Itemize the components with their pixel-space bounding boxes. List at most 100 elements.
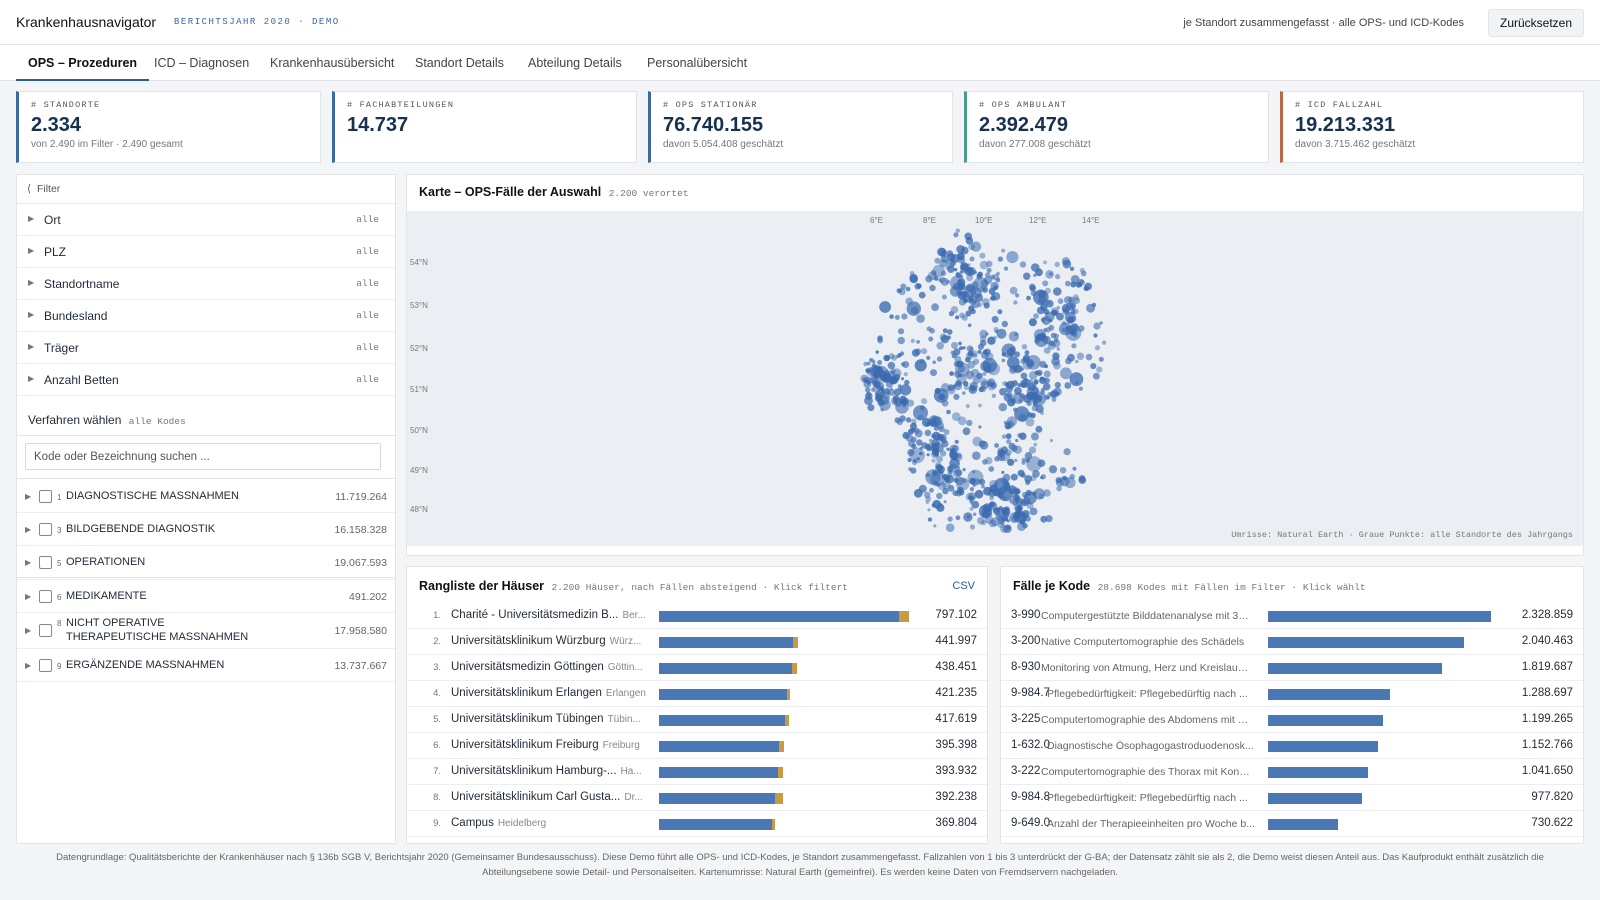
caret-right-icon[interactable]: ▶: [25, 558, 32, 567]
code-cases: 730.622: [1531, 817, 1573, 829]
map-point: [977, 517, 985, 525]
map-point: [1006, 439, 1012, 445]
category-checkbox[interactable]: [39, 624, 52, 637]
ranking-row[interactable]: 2. Universitätsklinikum Würzburg Würz... 44…: [407, 629, 987, 655]
code-row[interactable]: 9-649.0 Anzahl der Therapieeinheiten pro …: [1001, 811, 1583, 837]
map-point: [1044, 287, 1051, 294]
map-point: [926, 355, 931, 360]
tab-abteilung-details[interactable]: Abteilung Details: [528, 56, 622, 70]
caret-right-icon[interactable]: ▶: [25, 661, 32, 670]
caret-right-icon[interactable]: ▶: [25, 626, 32, 635]
map-point: [1048, 465, 1058, 474]
map-point: [913, 458, 917, 463]
caret-right-icon[interactable]: ▶: [25, 592, 32, 601]
ranking-row[interactable]: 8. Universitätsklinikum Carl Gusta... Dr..…: [407, 785, 987, 811]
map-point: [1052, 339, 1061, 348]
ranking-row[interactable]: 5. Universitätsklinikum Tübingen Tübin... 4…: [407, 707, 987, 733]
procedures-title-label: Verfahren wählen: [28, 413, 122, 427]
code-row[interactable]: 3-225 Computertomographie des Abdomens mi…: [1001, 707, 1583, 733]
tab-standort-details[interactable]: Standort Details: [415, 56, 504, 70]
map-point: [1046, 299, 1054, 308]
map-canvas[interactable]: 6°E 8°E 10°E 12°E 14°E 54°N 53°N 52°N 51…: [407, 211, 1583, 546]
map-point: [884, 396, 888, 400]
map-point: [925, 275, 933, 283]
code-bar: [1268, 663, 1442, 674]
category-row-1[interactable]: ▶ 1 DIAGNOSTISCHE MASSNAHMEN 11.719.264: [17, 480, 395, 513]
filter-traeger[interactable]: ▶ Träger alle: [17, 332, 395, 364]
code-row[interactable]: 3-990 Computergestützte Bilddatenanalyse …: [1001, 603, 1583, 629]
map-point: [935, 464, 943, 471]
map-point: [897, 336, 905, 345]
category-value: 17.958.580: [334, 625, 387, 637]
code-bar: [1268, 715, 1384, 726]
map-svg[interactable]: 6°E 8°E 10°E 12°E 14°E 54°N 53°N 52°N 51…: [407, 211, 1583, 546]
kpi-fachabteilungen: # FACHABTEILUNGEN 14.737: [332, 91, 637, 163]
category-checkbox[interactable]: [39, 556, 52, 569]
code-row[interactable]: 8-930 Monitoring von Atmung, Herz und Kre…: [1001, 655, 1583, 681]
csv-download-link[interactable]: CSV: [952, 580, 975, 592]
map-point: [900, 283, 907, 290]
map-point: [969, 477, 976, 485]
caret-right-icon[interactable]: ▶: [25, 492, 32, 501]
map-point: [972, 358, 980, 365]
map-point: [994, 443, 999, 448]
category-row-3[interactable]: ▶ 3 BILDGEBENDE DIAGNOSTIK 16.158.328: [17, 513, 395, 546]
filter-bundesland[interactable]: ▶ Bundesland alle: [17, 300, 395, 332]
category-row-8[interactable]: ▶ 8 NICHT OPERATIVE THERAPEUTISCHE MASSN…: [17, 613, 395, 649]
code-row[interactable]: 3-222 Computertomographie des Thorax mit …: [1001, 759, 1583, 785]
tab-icd[interactable]: ICD – Diagnosen: [154, 56, 250, 70]
map-point: [1029, 283, 1036, 291]
reset-button[interactable]: Zurücksetzen: [1488, 9, 1584, 37]
map-point: [971, 281, 979, 289]
collapse-icon[interactable]: ⟨: [27, 183, 32, 195]
ranking-row[interactable]: 9. Campus Heidelberg 369.804: [407, 811, 987, 837]
category-row-6[interactable]: ▶ 6 MEDIKAMENTE 491.202: [17, 580, 395, 613]
procedure-search-input[interactable]: [25, 443, 381, 470]
category-value: 19.067.593: [334, 557, 387, 569]
code-description: Diagnostische Ösophagogastroduodenosk...: [1047, 740, 1254, 752]
top-bar: Krankenhausnavigator BERICHTSJAHR 2020 ·…: [0, 0, 1600, 45]
map-point: [904, 379, 910, 386]
filter-header[interactable]: ⟨ Filter: [17, 175, 395, 204]
tab-bar: OPS – Prozeduren ICD – Diagnosen Kranken…: [0, 45, 1600, 81]
filter-ort[interactable]: ▶ Ort alle: [17, 204, 395, 236]
category-row-9[interactable]: ▶ 9 ERGÄNZENDE MASSNAHMEN 13.737.667: [17, 649, 395, 682]
map-point: [1056, 485, 1062, 492]
filter-plz[interactable]: ▶ PLZ alle: [17, 236, 395, 268]
map-point: [929, 487, 934, 493]
code-row[interactable]: 9-984.8 Pflegebedürftigkeit: Pflegebedürf…: [1001, 785, 1583, 811]
ranking-row[interactable]: 1. Charité - Universitätsmedizin B... Ber.…: [407, 603, 987, 629]
map-point: [1033, 273, 1037, 277]
map-point: [1049, 272, 1053, 276]
ranking-row[interactable]: 6. Universitätsklinikum Freiburg Freiburg 3…: [407, 733, 987, 759]
filter-anzahl-betten[interactable]: ▶ Anzahl Betten alle: [17, 364, 395, 396]
category-checkbox[interactable]: [39, 490, 52, 503]
ranking-hint: 2.200 Häuser, nach Fällen absteigend · K…: [551, 582, 848, 593]
tab-krankenhausuebersicht[interactable]: Krankenhausübersicht: [270, 56, 395, 70]
ranking-row[interactable]: 7. Universitätsklinikum Hamburg-... Ha... 3…: [407, 759, 987, 785]
caret-right-icon[interactable]: ▶: [25, 525, 32, 534]
map-point: [971, 500, 980, 509]
code-row[interactable]: 9-984.7 Pflegebedürftigkeit: Pflegebedürf…: [1001, 681, 1583, 707]
code-id: 3-990: [1011, 609, 1041, 621]
tab-ops[interactable]: OPS – Prozeduren: [16, 45, 150, 81]
map-point: [986, 267, 992, 273]
filter-standortname[interactable]: ▶ Standortname alle: [17, 268, 395, 300]
map-point: [1056, 312, 1064, 321]
kpi-sub: davon 5.054.408 geschätzt: [663, 139, 784, 150]
map-point: [979, 329, 988, 339]
ranking-row[interactable]: 3. Universitätsmedizin Göttingen Göttin...…: [407, 655, 987, 681]
category-row-5[interactable]: ▶ 5 OPERATIONEN 19.067.593: [17, 546, 395, 580]
hospital-cases: 417.619: [935, 713, 977, 725]
tab-personaluebersicht[interactable]: Personalübersicht: [647, 56, 748, 70]
map-point: [1040, 376, 1044, 380]
category-checkbox[interactable]: [39, 659, 52, 672]
category-checkbox[interactable]: [39, 523, 52, 536]
map-point: [962, 391, 966, 395]
code-row[interactable]: 3-200 Native Computertomographie des Schä…: [1001, 629, 1583, 655]
ranking-row[interactable]: 4. Universitätsklinikum Erlangen Erlangen 4…: [407, 681, 987, 707]
map-point: [1071, 343, 1077, 349]
map-point: [989, 502, 995, 507]
category-checkbox[interactable]: [39, 590, 52, 603]
code-row[interactable]: 1-632.0 Diagnostische Ösophagogastroduode…: [1001, 733, 1583, 759]
